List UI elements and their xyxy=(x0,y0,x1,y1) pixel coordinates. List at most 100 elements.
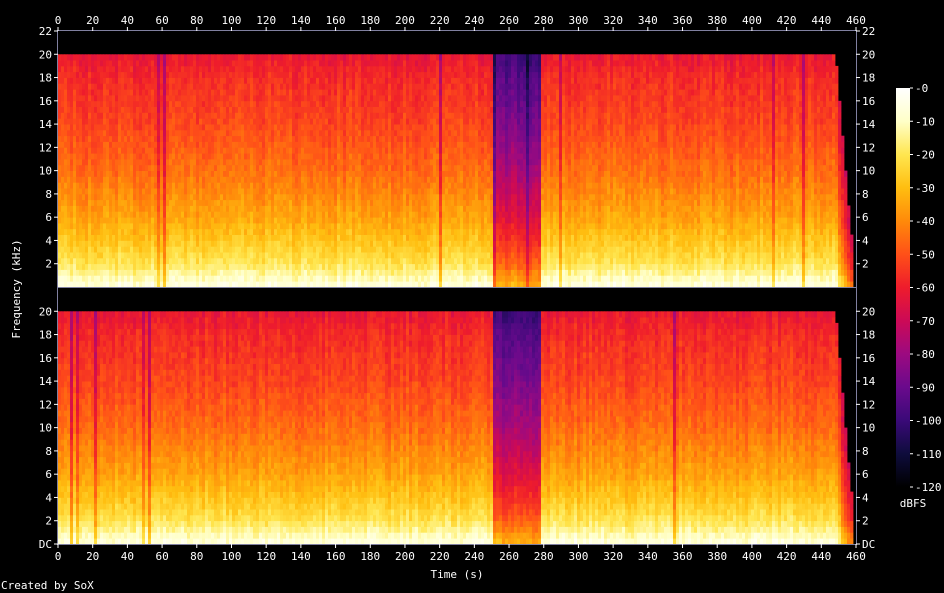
spectrogram-cell xyxy=(73,112,77,119)
spectrogram-cell xyxy=(109,124,113,131)
spectrogram-cell xyxy=(154,199,158,206)
spectrogram-cell xyxy=(325,263,329,270)
spectrogram-cell xyxy=(241,95,245,102)
spectrogram-cell xyxy=(403,129,407,137)
spectrogram-cell xyxy=(274,252,278,259)
spectrogram-cell xyxy=(403,211,407,218)
spectrogram-cell xyxy=(172,275,176,282)
spectrogram-cell xyxy=(235,129,239,137)
spectrogram-cell xyxy=(313,252,317,259)
spectrogram-cell xyxy=(214,153,218,160)
spectrogram-cell xyxy=(142,205,146,212)
spectrogram-cell xyxy=(172,106,176,113)
spectrogram-cell xyxy=(337,199,341,206)
spectrogram-cell xyxy=(376,182,380,189)
spectrogram-cell xyxy=(337,164,341,171)
spectrogram-cell xyxy=(61,118,65,125)
spectrogram-cell xyxy=(88,164,92,171)
spectrogram-cell xyxy=(88,71,92,78)
spectrogram-cell xyxy=(322,275,326,282)
spectrogram-cell xyxy=(247,83,251,90)
spectrogram-cell xyxy=(91,193,95,201)
spectrogram-cell xyxy=(151,106,155,113)
spectrogram-cell xyxy=(151,182,155,189)
spectrogram-cell xyxy=(223,164,227,171)
spectrogram-cell xyxy=(292,193,296,201)
spectrogram-cell xyxy=(148,257,152,265)
spectrogram-cell xyxy=(418,77,422,84)
spectrogram-cell xyxy=(136,60,140,67)
spectrogram-cell xyxy=(112,170,116,177)
spectrogram-cell xyxy=(376,83,380,90)
spectrogram-cell xyxy=(118,83,122,90)
spectrogram-cell xyxy=(133,240,137,247)
spectrogram-cell xyxy=(421,89,425,96)
spectrogram-cell xyxy=(70,182,74,189)
spectrogram-cell xyxy=(277,95,281,102)
spectrogram-cell xyxy=(103,211,107,218)
spectrogram-cell xyxy=(235,188,239,195)
spectrogram-cell xyxy=(73,118,77,125)
spectrogram-cell xyxy=(322,83,326,90)
spectrogram-cell xyxy=(307,240,311,247)
spectrogram-cell xyxy=(424,217,428,224)
spectrogram-cell xyxy=(259,199,263,206)
spectrogram-cell xyxy=(337,223,341,230)
spectrogram-cell xyxy=(265,124,269,131)
spectrogram-cell xyxy=(271,95,275,102)
spectrogram-cell xyxy=(190,100,194,107)
spectrogram-cell xyxy=(418,112,422,119)
spectrogram-cell xyxy=(67,112,71,119)
spectrogram-cell xyxy=(289,217,293,224)
spectrogram-cell xyxy=(115,153,119,160)
spectrogram-cell xyxy=(193,275,197,282)
spectrogram-cell xyxy=(355,240,359,247)
spectrogram-cell xyxy=(289,54,293,61)
spectrogram-cell xyxy=(427,269,431,276)
spectrogram-cell xyxy=(172,159,176,166)
spectrogram-cell xyxy=(115,135,119,142)
spectrogram-cell xyxy=(67,83,71,90)
spectrogram-cell xyxy=(133,281,137,288)
spectrogram-cell xyxy=(328,89,332,96)
spectrogram-cell xyxy=(277,193,281,201)
spectrogram-cell xyxy=(250,275,254,282)
spectrogram-cell xyxy=(115,240,119,247)
spectrogram-cell xyxy=(241,118,245,125)
spectrogram-cell xyxy=(193,234,197,241)
spectrogram-cell xyxy=(235,164,239,171)
spectrogram-cell xyxy=(274,199,278,206)
spectrogram-cell xyxy=(385,89,389,96)
spectrogram-cell xyxy=(139,257,143,265)
spectrogram-cell xyxy=(187,106,191,113)
spectrogram-cell xyxy=(106,269,110,276)
spectrogram-cell xyxy=(427,182,431,189)
spectrogram-cell xyxy=(67,228,71,235)
spectrogram-cell xyxy=(67,141,71,148)
spectrogram-cell xyxy=(58,60,62,67)
spectrogram-cell xyxy=(178,83,182,90)
spectrogram-cell xyxy=(415,100,419,107)
spectrogram-cell xyxy=(271,269,275,276)
spectrogram-cell xyxy=(391,263,395,270)
spectrogram-cell xyxy=(406,65,410,73)
spectrogram-cell xyxy=(262,77,266,84)
spectrogram-cell xyxy=(127,164,131,171)
spectrogram-cell xyxy=(316,170,320,177)
spectrogram-cell xyxy=(184,281,188,288)
spectrogram-cell xyxy=(205,83,209,90)
spectrogram-cell xyxy=(349,199,353,206)
spectrogram-cell xyxy=(334,257,338,265)
spectrogram-cell xyxy=(265,164,269,171)
spectrogram-cell xyxy=(298,100,302,107)
spectrogram-cell xyxy=(142,135,146,142)
spectrogram-cell xyxy=(373,240,377,247)
spectrogram-cell xyxy=(124,147,128,154)
spectrogram-cell xyxy=(232,89,236,96)
spectrogram-cell xyxy=(358,281,362,288)
spectrogram-cell xyxy=(85,228,89,235)
spectrogram-cell xyxy=(184,188,188,195)
spectrogram-cell xyxy=(283,83,287,90)
spectrogram-cell xyxy=(403,124,407,131)
spectrogram-cell xyxy=(418,147,422,154)
